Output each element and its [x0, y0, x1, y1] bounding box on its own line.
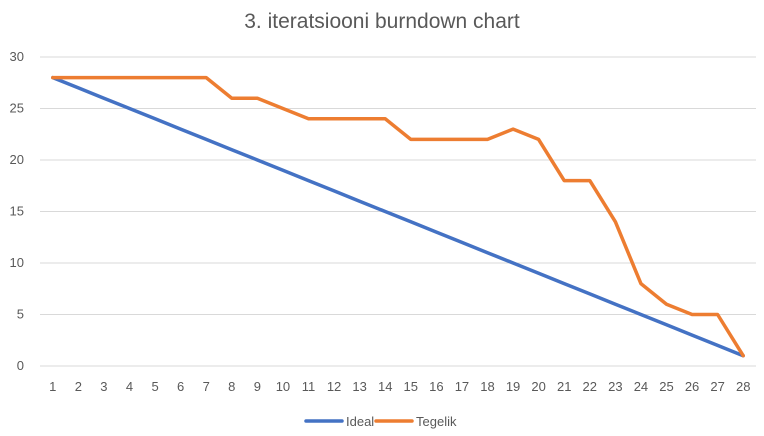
y-tick-label: 5 [17, 307, 24, 322]
x-tick-label: 16 [429, 379, 443, 394]
x-tick-label: 2 [75, 379, 82, 394]
y-tick-label: 0 [17, 358, 24, 373]
x-tick-label: 24 [634, 379, 648, 394]
y-tick-label: 30 [10, 49, 24, 64]
legend-label: Ideal [346, 414, 374, 429]
y-axis-ticks: 0 5 10 15 20 25 30 [10, 49, 24, 373]
x-tick-label: 15 [404, 379, 418, 394]
x-tick-label: 7 [203, 379, 210, 394]
x-tick-label: 26 [685, 379, 699, 394]
x-tick-label: 20 [531, 379, 545, 394]
x-tick-label: 22 [583, 379, 597, 394]
x-tick-label: 9 [254, 379, 261, 394]
x-tick-label: 6 [177, 379, 184, 394]
x-tick-label: 8 [228, 379, 235, 394]
x-tick-label: 3 [100, 379, 107, 394]
x-axis-ticks: 1 2 3 4 5 6 7 8 9 10 11 12 13 14 15 16 17 18 19 20 21 22 23 24 2… [49, 379, 750, 394]
x-tick-label: 28 [736, 379, 750, 394]
x-tick-label: 1 [49, 379, 56, 394]
x-tick-label: 13 [352, 379, 366, 394]
x-tick-label: 19 [506, 379, 520, 394]
x-tick-label: 27 [710, 379, 724, 394]
x-tick-label: 14 [378, 379, 392, 394]
y-tick-label: 15 [10, 204, 24, 219]
y-tick-label: 20 [10, 152, 24, 167]
series-line-ideal [51, 75, 745, 358]
x-tick-label: 4 [126, 379, 133, 394]
gridlines [40, 56, 756, 367]
x-tick-label: 21 [557, 379, 571, 394]
legend: Ideal Tegelik [304, 414, 457, 429]
x-tick-label: 23 [608, 379, 622, 394]
y-tick-label: 25 [10, 101, 24, 116]
x-tick-label: 17 [455, 379, 469, 394]
x-tick-label: 25 [659, 379, 673, 394]
x-tick-label: 12 [327, 379, 341, 394]
chart-title: 3. iteratsiooni burndown chart [244, 10, 520, 33]
x-tick-label: 18 [480, 379, 494, 394]
legend-label: Tegelik [416, 414, 457, 429]
x-tick-label: 5 [151, 379, 158, 394]
series-lines [51, 75, 745, 358]
x-tick-label: 10 [276, 379, 290, 394]
x-tick-label: 11 [302, 379, 316, 394]
series-line-tegelik [51, 75, 745, 358]
y-tick-label: 10 [10, 255, 24, 270]
